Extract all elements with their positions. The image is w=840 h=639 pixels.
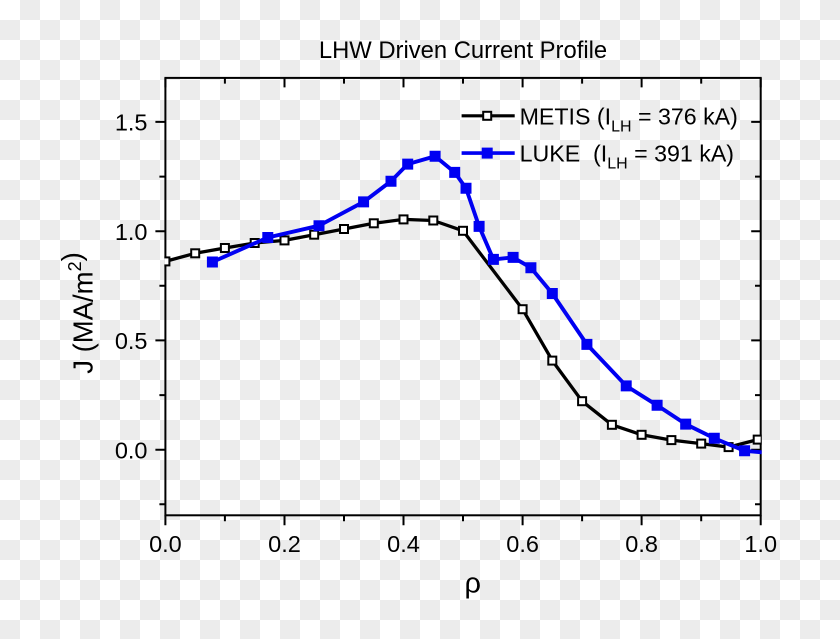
- svg-text:LHW Driven Current Profile: LHW Driven Current Profile: [319, 37, 607, 64]
- svg-text:1.0: 1.0: [115, 219, 148, 245]
- svg-text:0.5: 0.5: [115, 328, 148, 354]
- svg-text:0.6: 0.6: [506, 531, 539, 557]
- svg-text:0.2: 0.2: [268, 531, 301, 557]
- svg-text:0.8: 0.8: [625, 531, 658, 557]
- svg-text:LUKE (ILH = 391 kA): LUKE (ILH = 391 kA): [520, 141, 734, 173]
- svg-text:METIS (ILH = 376 kA): METIS (ILH = 376 kA): [520, 103, 738, 135]
- svg-text:0.4: 0.4: [387, 531, 420, 557]
- svg-text:0.0: 0.0: [149, 531, 182, 557]
- svg-text:J (MA/m2): J (MA/m2): [56, 252, 99, 374]
- svg-text:1.0: 1.0: [744, 531, 777, 557]
- svg-text:1.5: 1.5: [115, 110, 148, 136]
- svg-text:0.0: 0.0: [115, 437, 148, 463]
- svg-text:ρ: ρ: [464, 568, 481, 600]
